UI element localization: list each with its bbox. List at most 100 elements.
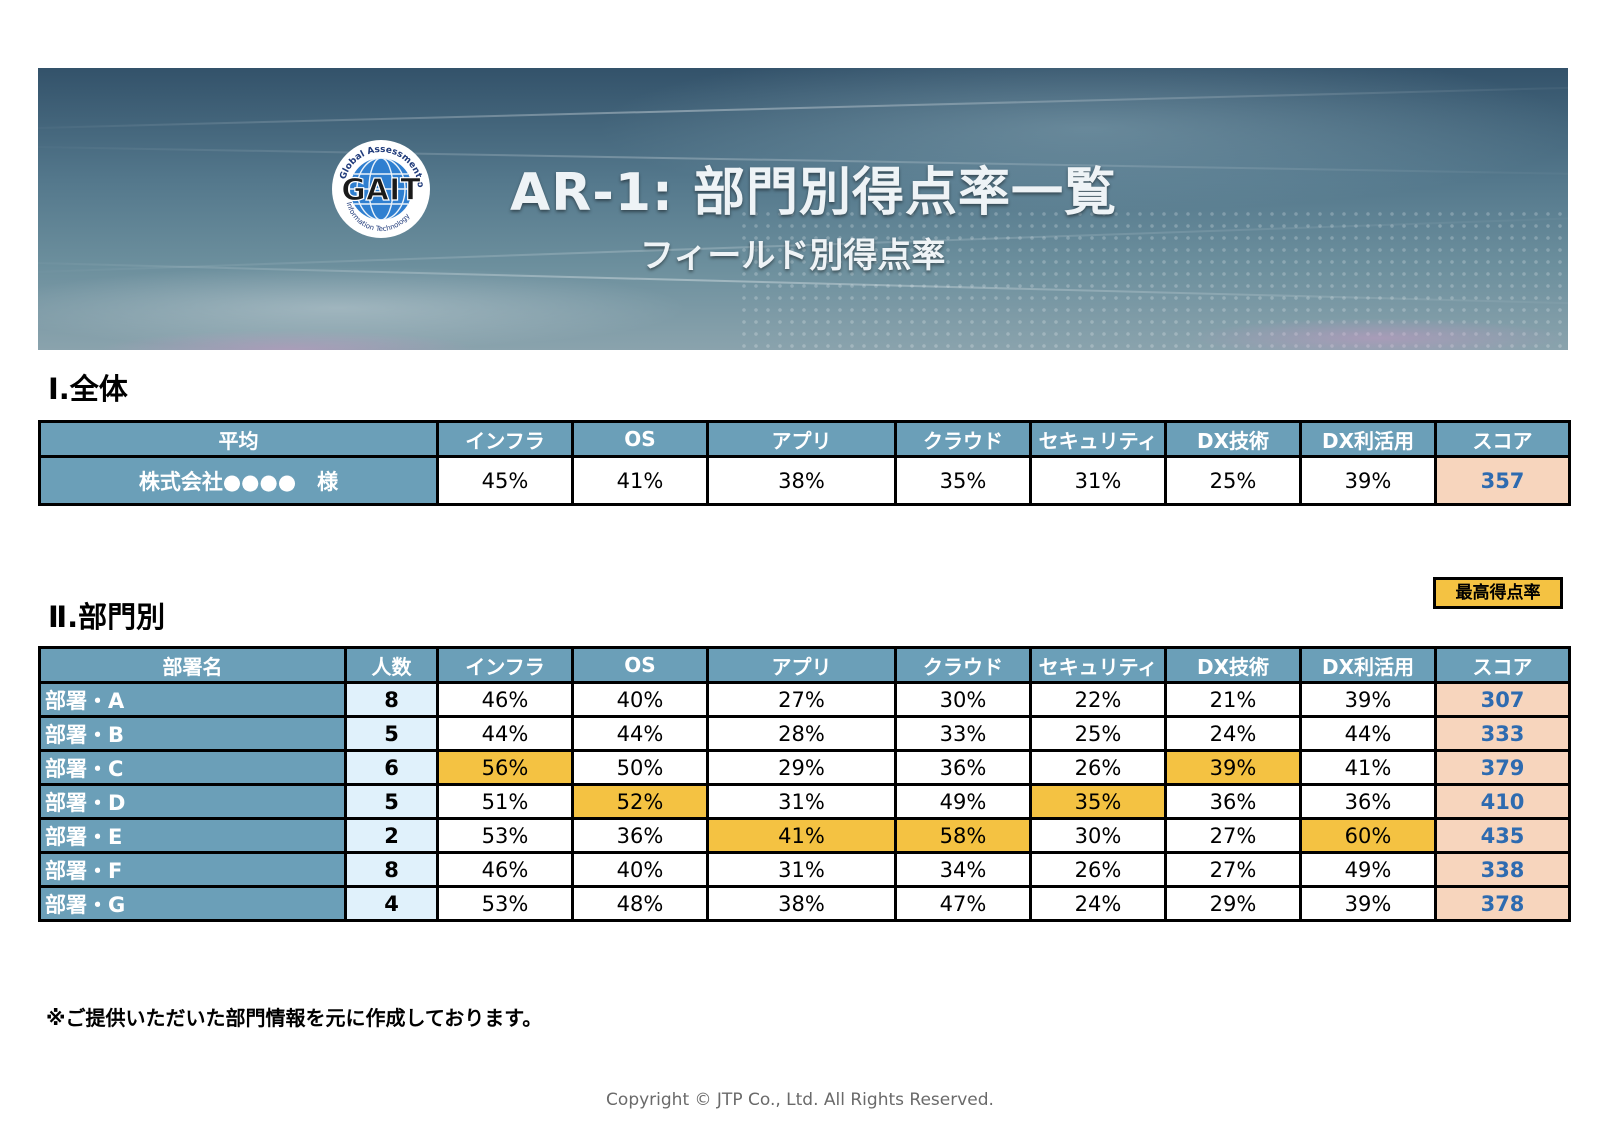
- rate-cell: 49%: [894, 783, 1032, 820]
- rate-cell: 41%: [706, 817, 897, 854]
- rate-cell: 49%: [1299, 851, 1437, 888]
- col-header-os: OS: [571, 420, 709, 458]
- headcount-cell: 2: [344, 817, 439, 854]
- rate-cell: 38%: [706, 885, 897, 922]
- department-name: 部署・B: [38, 715, 347, 752]
- department-table: 部署名 人数 インフラ OS アプリ クラウド セキュリティ DX技術 DX利活…: [38, 646, 1571, 922]
- overall-cell: 31%: [1029, 455, 1167, 506]
- score-cell: 307: [1434, 681, 1571, 718]
- col-header-infra: インフラ: [436, 646, 574, 684]
- overall-data-row: 株式会社●●●● 様 45% 41% 38% 35% 31% 25% 39% 3…: [38, 455, 1571, 506]
- overall-cell: 38%: [706, 455, 897, 506]
- department-name: 部署・C: [38, 749, 347, 786]
- rate-cell: 60%: [1299, 817, 1437, 854]
- department-row: 部署・E 2 53% 36% 41% 58% 30% 27% 60% 435: [38, 817, 1571, 854]
- rate-cell: 40%: [571, 681, 709, 718]
- department-row: 部署・F 8 46% 40% 31% 34% 26% 27% 49% 338: [38, 851, 1571, 888]
- col-header-dx-use: DX利活用: [1299, 646, 1437, 684]
- col-header-infra: インフラ: [436, 420, 574, 458]
- rate-cell: 36%: [1299, 783, 1437, 820]
- rate-cell: 28%: [706, 715, 897, 752]
- overall-cell: 35%: [894, 455, 1032, 506]
- overall-cell: 41%: [571, 455, 709, 506]
- rate-cell: 26%: [1029, 851, 1167, 888]
- col-header-dept-name: 部署名: [38, 646, 347, 684]
- rate-cell: 36%: [1164, 783, 1302, 820]
- rate-cell: 56%: [436, 749, 574, 786]
- rate-cell: 41%: [1299, 749, 1437, 786]
- gait-logo-icon: Global Assessment of Information Technol…: [330, 138, 430, 238]
- rate-cell: 25%: [1029, 715, 1167, 752]
- col-header-app: アプリ: [706, 420, 897, 458]
- rate-cell: 46%: [436, 851, 574, 888]
- headcount-cell: 4: [344, 885, 439, 922]
- overall-cell: 45%: [436, 455, 574, 506]
- overall-cell: 39%: [1299, 455, 1437, 506]
- page-subtitle: フィールド別得点率: [640, 236, 946, 276]
- section-title-overall: Ⅰ.全体: [48, 372, 128, 406]
- page-title: AR-1: 部門別得点率一覧: [510, 163, 1117, 223]
- rate-cell: 44%: [1299, 715, 1437, 752]
- rate-cell: 48%: [571, 885, 709, 922]
- department-name: 部署・A: [38, 681, 347, 718]
- department-row: 部署・D 5 51% 52% 31% 49% 35% 36% 36% 410: [38, 783, 1571, 820]
- rate-cell: 22%: [1029, 681, 1167, 718]
- headcount-cell: 8: [344, 851, 439, 888]
- headcount-cell: 8: [344, 681, 439, 718]
- col-header-dx-tech: DX技術: [1164, 646, 1302, 684]
- col-header-app: アプリ: [706, 646, 897, 684]
- rate-cell: 24%: [1164, 715, 1302, 752]
- rate-cell: 39%: [1299, 885, 1437, 922]
- rate-cell: 44%: [436, 715, 574, 752]
- rate-cell: 33%: [894, 715, 1032, 752]
- rate-cell: 27%: [1164, 851, 1302, 888]
- rate-cell: 58%: [894, 817, 1032, 854]
- overall-cell: 25%: [1164, 455, 1302, 506]
- rate-cell: 31%: [706, 783, 897, 820]
- company-name: 株式会社●●●● 様: [38, 455, 439, 506]
- footnote: ※ご提供いただいた部門情報を元に作成しております。: [46, 1006, 543, 1030]
- rate-cell: 26%: [1029, 749, 1167, 786]
- rate-cell: 40%: [571, 851, 709, 888]
- department-row: 部署・A 8 46% 40% 27% 30% 22% 21% 39% 307: [38, 681, 1571, 718]
- col-header-os: OS: [571, 646, 709, 684]
- department-row: 部署・G 4 53% 48% 38% 47% 24% 29% 39% 378: [38, 885, 1571, 922]
- rate-cell: 44%: [571, 715, 709, 752]
- department-row: 部署・C 6 56% 50% 29% 36% 26% 39% 41% 379: [38, 749, 1571, 786]
- col-header-security: セキュリティ: [1029, 420, 1167, 458]
- rate-cell: 39%: [1164, 749, 1302, 786]
- rate-cell: 53%: [436, 817, 574, 854]
- rate-cell: 31%: [706, 851, 897, 888]
- department-header-row: 部署名 人数 インフラ OS アプリ クラウド セキュリティ DX技術 DX利活…: [38, 646, 1571, 684]
- header-banner: [38, 68, 1568, 350]
- col-header-average: 平均: [38, 420, 439, 458]
- overall-header-row: 平均 インフラ OS アプリ クラウド セキュリティ DX技術 DX利活用 スコ…: [38, 420, 1571, 458]
- rate-cell: 47%: [894, 885, 1032, 922]
- rate-cell: 29%: [1164, 885, 1302, 922]
- department-row: 部署・B 5 44% 44% 28% 33% 25% 24% 44% 333: [38, 715, 1571, 752]
- rate-cell: 29%: [706, 749, 897, 786]
- col-header-score: スコア: [1434, 420, 1571, 458]
- overall-score: 357: [1434, 455, 1571, 506]
- col-header-cloud: クラウド: [894, 420, 1032, 458]
- rate-cell: 27%: [706, 681, 897, 718]
- col-header-dx-tech: DX技術: [1164, 420, 1302, 458]
- score-cell: 435: [1434, 817, 1571, 854]
- score-cell: 410: [1434, 783, 1571, 820]
- department-name: 部署・F: [38, 851, 347, 888]
- highest-rate-legend: 最高得点率: [1433, 577, 1563, 609]
- headcount-cell: 6: [344, 749, 439, 786]
- department-name: 部署・G: [38, 885, 347, 922]
- rate-cell: 27%: [1164, 817, 1302, 854]
- department-name: 部署・D: [38, 783, 347, 820]
- score-cell: 338: [1434, 851, 1571, 888]
- rate-cell: 51%: [436, 783, 574, 820]
- score-cell: 379: [1434, 749, 1571, 786]
- rate-cell: 53%: [436, 885, 574, 922]
- col-header-cloud: クラウド: [894, 646, 1032, 684]
- col-header-dx-use: DX利活用: [1299, 420, 1437, 458]
- score-cell: 333: [1434, 715, 1571, 752]
- score-cell: 378: [1434, 885, 1571, 922]
- rate-cell: 30%: [894, 681, 1032, 718]
- rate-cell: 34%: [894, 851, 1032, 888]
